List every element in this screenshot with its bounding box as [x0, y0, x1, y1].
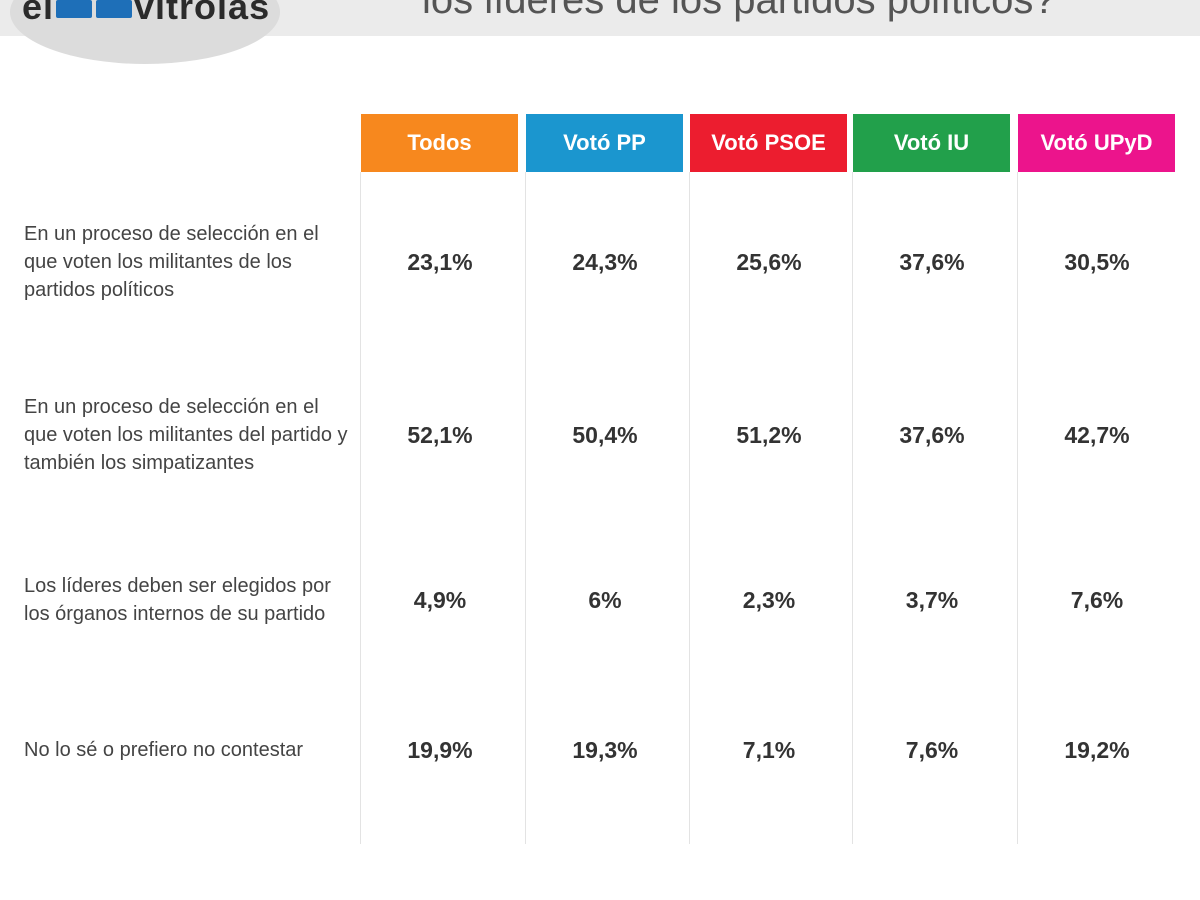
row-label: No lo sé o prefiero no contestar: [24, 739, 304, 761]
page-headline: los líderes de los partidos políticos?: [422, 0, 1056, 22]
value-cell: 19,9%: [407, 736, 473, 763]
logo-left-text: el: [22, 0, 55, 27]
value-cell: 6%: [588, 586, 622, 613]
row-label: Los líderes deben ser elegidos por los ó…: [24, 575, 331, 625]
column-header: Votó PSOE: [690, 114, 847, 172]
value-cell: 3,7%: [905, 586, 959, 613]
value-cell: 37,6%: [899, 421, 965, 448]
row-label: En un proceso de selección en el que vot…: [24, 396, 348, 474]
column-header: Todos: [361, 114, 518, 172]
value-cell: 42,7%: [1064, 421, 1130, 448]
value-cell: 25,6%: [736, 248, 802, 275]
column-divider: [525, 172, 526, 844]
row-label: En un proceso de selección en el que vot…: [24, 223, 319, 301]
logo-right-text: vitrolas: [134, 0, 271, 27]
value-cell: 19,3%: [572, 736, 638, 763]
value-cell: 51,2%: [736, 421, 802, 448]
logo-mark-icon: [96, 0, 133, 19]
column-header: Votó PP: [526, 114, 683, 172]
value-cell: 23,1%: [407, 248, 473, 275]
value-cell: 7,1%: [742, 736, 796, 763]
site-logo[interactable]: el vitrolas: [22, 0, 270, 28]
value-cell: 7,6%: [905, 736, 959, 763]
value-cell: 19,2%: [1064, 736, 1130, 763]
column-header: Votó UPyD: [1018, 114, 1175, 172]
column-header: Votó IU: [853, 114, 1010, 172]
value-cell: 30,5%: [1064, 248, 1130, 275]
value-cell: 52,1%: [407, 421, 473, 448]
value-cell: 7,6%: [1070, 586, 1124, 613]
column-divider: [852, 172, 853, 844]
value-cell: 2,3%: [742, 586, 796, 613]
column-divider: [689, 172, 690, 844]
value-cell: 24,3%: [572, 248, 638, 275]
value-cell: 37,6%: [899, 248, 965, 275]
column-divider: [1017, 172, 1018, 844]
logo-mark-icon: [56, 0, 93, 19]
value-cell: 4,9%: [413, 586, 467, 613]
value-cell: 50,4%: [572, 421, 638, 448]
column-divider: [360, 172, 361, 844]
